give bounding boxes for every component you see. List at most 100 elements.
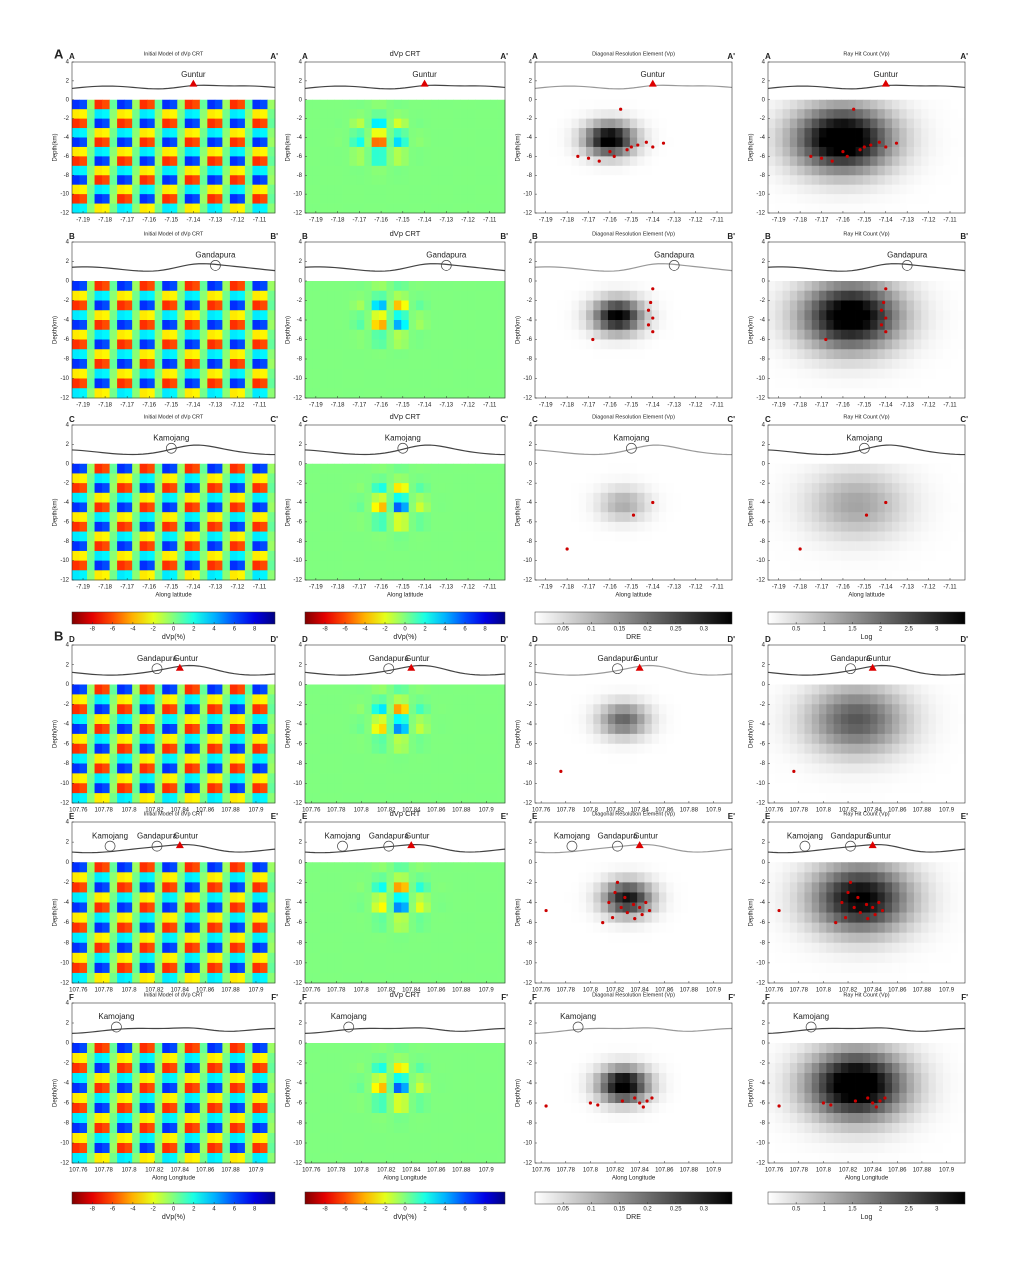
- image-cell: [192, 320, 200, 330]
- image-cell: [438, 166, 446, 176]
- image-cell: [102, 734, 110, 744]
- image-cell: [312, 541, 320, 551]
- image-cell: [914, 503, 922, 513]
- image-cell: [327, 464, 335, 474]
- image-cell: [674, 340, 682, 350]
- image-cell: [222, 156, 230, 166]
- image-cell: [834, 281, 842, 291]
- image-cell: [267, 359, 275, 369]
- image-cell: [305, 119, 313, 129]
- image-cell: [608, 175, 616, 185]
- image-cell: [550, 349, 558, 359]
- image-cell: [870, 156, 878, 166]
- image-cell: [623, 100, 631, 110]
- image-cell: [790, 388, 798, 398]
- image-cell: [921, 532, 929, 542]
- station-volcano: [669, 260, 679, 270]
- image-cell: [170, 522, 178, 532]
- image-cell: [110, 724, 118, 734]
- image-cell: [768, 532, 776, 542]
- image-cell: [863, 320, 871, 330]
- image-cell: [586, 310, 594, 320]
- image-cell: [125, 561, 133, 571]
- image-cell: [498, 194, 506, 204]
- image-cell: [907, 119, 915, 129]
- image-cell: [659, 522, 667, 532]
- image-cell: [155, 138, 163, 148]
- image-cell: [394, 388, 402, 398]
- image-cell: [110, 166, 118, 176]
- image-cell: [863, 301, 871, 311]
- image-cell: [885, 109, 893, 119]
- image-cell: [768, 570, 776, 580]
- image-cell: [357, 340, 365, 350]
- image-cell: [775, 147, 783, 157]
- image-cell: [790, 281, 798, 291]
- image-cell: [921, 291, 929, 301]
- image-cell: [431, 128, 439, 138]
- image-cell: [132, 551, 140, 561]
- image-cell: [703, 204, 711, 214]
- image-cell: [703, 156, 711, 166]
- image-cell: [768, 166, 776, 176]
- image-cell: [312, 185, 320, 195]
- image-cell: [593, 483, 601, 493]
- image-cell: [652, 301, 660, 311]
- image-cell: [564, 175, 572, 185]
- image-cell: [586, 473, 594, 483]
- image-cell: [245, 147, 253, 157]
- image-cell: [95, 109, 103, 119]
- image-cell: [475, 473, 483, 483]
- image-cell: [200, 175, 208, 185]
- image-cell: [885, 291, 893, 301]
- image-cell: [608, 194, 616, 204]
- image-cell: [230, 379, 238, 389]
- image-cell: [775, 100, 783, 110]
- image-cell: [950, 185, 958, 195]
- image-cell: [140, 541, 148, 551]
- image-cell: [907, 493, 915, 503]
- image-cell: [416, 551, 424, 561]
- image-cell: [652, 512, 660, 522]
- earthquake: [858, 148, 861, 151]
- image-cell: [453, 175, 461, 185]
- y-tick-label: 0: [299, 279, 303, 285]
- image-cell: [717, 281, 725, 291]
- x-tick-label: -7.11: [483, 585, 497, 591]
- image-cell: [958, 388, 966, 398]
- y-tick-label: 2: [529, 78, 533, 84]
- image-cell: [305, 138, 313, 148]
- image-cell: [688, 281, 696, 291]
- image-cell: [608, 532, 616, 542]
- image-cell: [659, 359, 667, 369]
- image-cell: [564, 503, 572, 513]
- image-cell: [230, 156, 238, 166]
- image-cell: [710, 310, 718, 320]
- image-cell: [899, 185, 907, 195]
- image-cell: [797, 551, 805, 561]
- image-cell: [147, 493, 155, 503]
- image-cell: [819, 100, 827, 110]
- image-cell: [892, 194, 900, 204]
- image-cell: [237, 147, 245, 157]
- image-cell: [72, 119, 80, 129]
- image-cell: [409, 100, 417, 110]
- image-cell: [252, 744, 260, 754]
- image-cell: [200, 320, 208, 330]
- image-cell: [775, 138, 783, 148]
- image-cell: [593, 340, 601, 350]
- image-cell: [535, 109, 543, 119]
- image-cell: [950, 320, 958, 330]
- image-cell: [826, 166, 834, 176]
- image-cell: [710, 464, 718, 474]
- image-cell: [856, 522, 864, 532]
- image-cell: [87, 512, 95, 522]
- image-cell: [819, 503, 827, 513]
- image-cell: [899, 551, 907, 561]
- image-cell: [674, 301, 682, 311]
- image-cell: [601, 320, 609, 330]
- image-cell: [394, 281, 402, 291]
- image-cell: [710, 379, 718, 389]
- image-cell: [110, 493, 118, 503]
- image-cell: [666, 464, 674, 474]
